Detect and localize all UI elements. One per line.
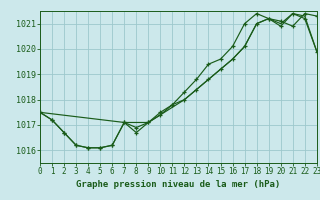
X-axis label: Graphe pression niveau de la mer (hPa): Graphe pression niveau de la mer (hPa) (76, 180, 281, 189)
